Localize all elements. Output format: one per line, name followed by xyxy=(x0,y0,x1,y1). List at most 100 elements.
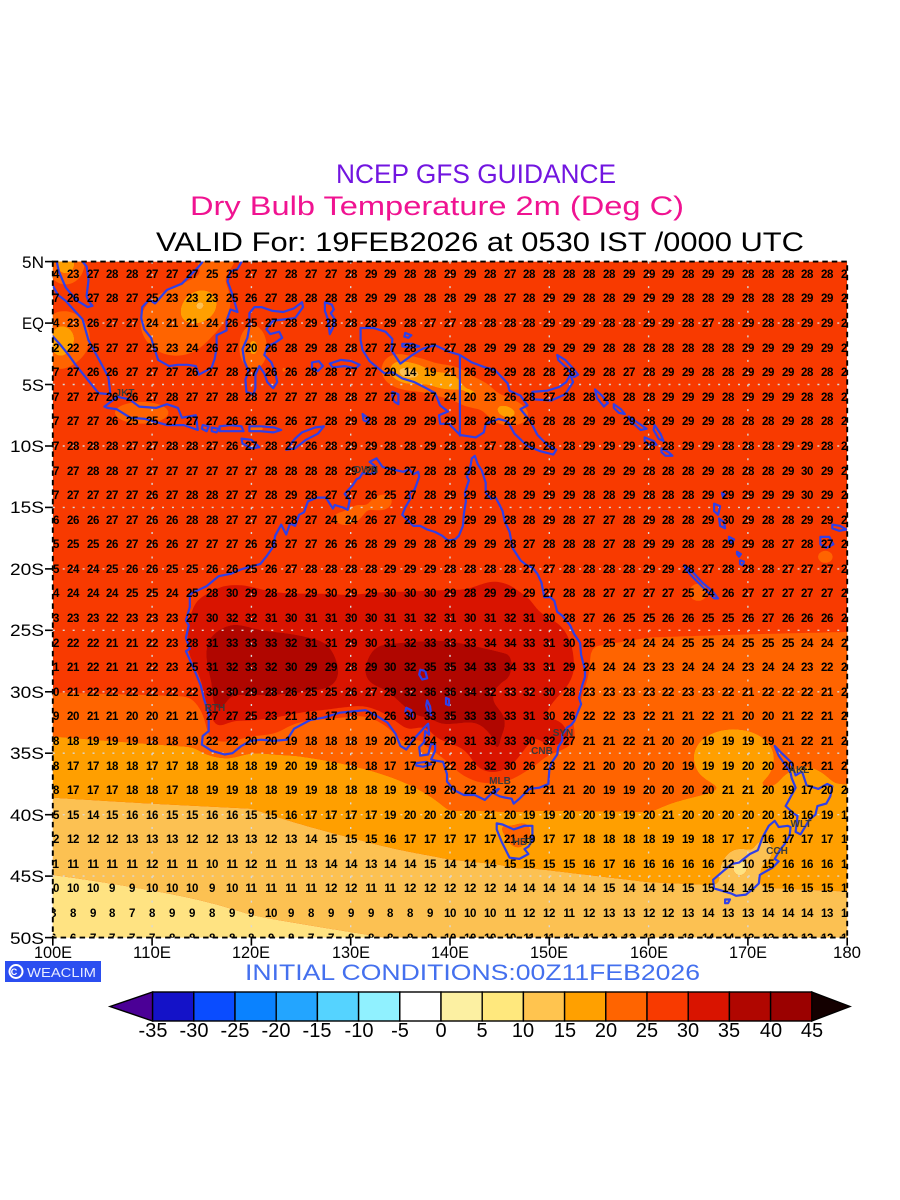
svg-text:23: 23 xyxy=(87,613,99,625)
svg-text:29: 29 xyxy=(424,564,436,576)
svg-text:29: 29 xyxy=(484,588,496,600)
svg-text:32: 32 xyxy=(404,687,416,699)
svg-text:24: 24 xyxy=(821,638,834,650)
svg-text:29: 29 xyxy=(583,416,595,428)
svg-text:27: 27 xyxy=(821,588,833,600)
svg-text:26: 26 xyxy=(67,515,79,527)
svg-text:26: 26 xyxy=(245,416,257,428)
svg-text:140E: 140E xyxy=(431,943,469,962)
svg-text:29: 29 xyxy=(563,343,575,355)
svg-text:27: 27 xyxy=(126,490,138,502)
svg-text:9: 9 xyxy=(427,908,433,920)
svg-text:29: 29 xyxy=(662,269,674,281)
svg-text:27: 27 xyxy=(523,539,535,551)
svg-text:28: 28 xyxy=(643,392,656,404)
svg-text:24: 24 xyxy=(146,318,159,330)
svg-text:9: 9 xyxy=(209,883,215,895)
svg-text:20: 20 xyxy=(821,785,833,797)
svg-text:23: 23 xyxy=(484,785,496,797)
svg-text:24: 24 xyxy=(345,515,358,527)
svg-text:24: 24 xyxy=(47,588,60,600)
svg-text:22: 22 xyxy=(821,662,833,674)
svg-text:28: 28 xyxy=(523,367,536,379)
svg-text:20: 20 xyxy=(762,711,774,723)
svg-text:18: 18 xyxy=(146,785,159,797)
svg-text:19: 19 xyxy=(762,736,774,748)
svg-text:20: 20 xyxy=(662,761,674,773)
svg-text:28: 28 xyxy=(841,269,854,281)
svg-text:26: 26 xyxy=(106,392,118,404)
svg-text:22: 22 xyxy=(126,687,138,699)
svg-text:20: 20 xyxy=(146,711,158,723)
svg-text:29: 29 xyxy=(742,392,754,404)
svg-text:28: 28 xyxy=(504,539,517,551)
svg-text:27: 27 xyxy=(245,466,257,478)
svg-text:17: 17 xyxy=(404,761,416,773)
svg-text:12: 12 xyxy=(583,908,595,920)
svg-text:27: 27 xyxy=(365,367,377,379)
svg-text:EQ: EQ xyxy=(22,314,44,333)
svg-text:26: 26 xyxy=(821,613,833,625)
svg-text:29: 29 xyxy=(384,539,396,551)
svg-text:28: 28 xyxy=(404,293,417,305)
svg-text:28: 28 xyxy=(404,441,417,453)
svg-text:180: 180 xyxy=(833,943,861,962)
svg-text:12: 12 xyxy=(841,933,853,945)
svg-text:26: 26 xyxy=(146,564,158,576)
svg-text:25: 25 xyxy=(722,613,735,625)
svg-text:13: 13 xyxy=(305,859,317,871)
svg-text:27: 27 xyxy=(365,392,377,404)
svg-text:28: 28 xyxy=(801,367,814,379)
svg-text:31: 31 xyxy=(384,613,397,625)
svg-text:150E: 150E xyxy=(530,943,568,962)
svg-text:28: 28 xyxy=(563,441,576,453)
svg-text:18: 18 xyxy=(67,736,80,748)
svg-text:29: 29 xyxy=(821,490,833,502)
svg-text:27: 27 xyxy=(206,711,218,723)
svg-text:9: 9 xyxy=(169,908,175,920)
svg-text:28: 28 xyxy=(345,269,358,281)
svg-text:28: 28 xyxy=(762,539,775,551)
svg-text:27: 27 xyxy=(404,490,416,502)
svg-text:29: 29 xyxy=(583,343,595,355)
svg-text:18: 18 xyxy=(47,736,60,748)
svg-text:31: 31 xyxy=(523,711,536,723)
svg-text:28: 28 xyxy=(464,441,477,453)
svg-text:26: 26 xyxy=(742,613,754,625)
svg-text:12: 12 xyxy=(87,834,99,846)
svg-text:28: 28 xyxy=(285,293,298,305)
svg-text:30: 30 xyxy=(404,711,416,723)
svg-text:26: 26 xyxy=(603,613,615,625)
svg-text:28: 28 xyxy=(603,367,616,379)
svg-text:29: 29 xyxy=(543,515,555,527)
svg-text:30: 30 xyxy=(285,662,297,674)
svg-text:27: 27 xyxy=(186,466,198,478)
svg-text:21: 21 xyxy=(444,367,457,379)
svg-text:19: 19 xyxy=(126,736,138,748)
svg-text:26: 26 xyxy=(265,343,277,355)
svg-text:13: 13 xyxy=(603,908,615,920)
svg-text:29: 29 xyxy=(841,343,853,355)
svg-text:34: 34 xyxy=(464,687,477,699)
svg-text:28: 28 xyxy=(603,293,616,305)
svg-text:26: 26 xyxy=(345,687,357,699)
svg-text:31: 31 xyxy=(404,613,417,625)
svg-text:8: 8 xyxy=(149,908,156,920)
svg-text:31: 31 xyxy=(305,638,318,650)
svg-text:26: 26 xyxy=(206,564,218,576)
svg-text:15: 15 xyxy=(166,810,179,822)
svg-text:28: 28 xyxy=(682,269,695,281)
svg-text:17: 17 xyxy=(841,859,853,871)
svg-text:29: 29 xyxy=(245,588,257,600)
svg-text:29: 29 xyxy=(563,293,575,305)
svg-text:24: 24 xyxy=(623,662,636,674)
svg-text:15: 15 xyxy=(47,810,60,822)
svg-text:7: 7 xyxy=(308,933,314,945)
svg-text:28: 28 xyxy=(682,293,695,305)
svg-text:26: 26 xyxy=(523,416,535,428)
svg-text:28: 28 xyxy=(643,441,656,453)
svg-text:25: 25 xyxy=(47,564,60,576)
svg-text:22: 22 xyxy=(801,687,813,699)
svg-text:9: 9 xyxy=(368,908,374,920)
svg-text:11: 11 xyxy=(305,883,317,895)
